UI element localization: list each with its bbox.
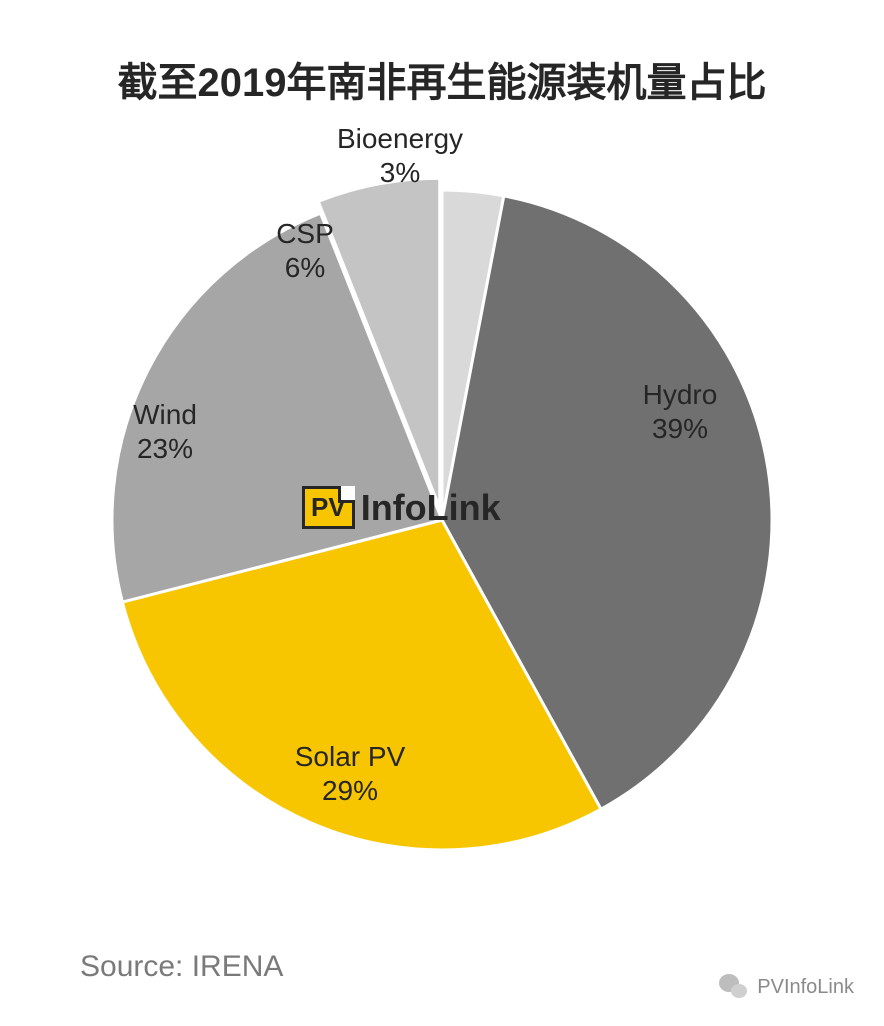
logo-text: InfoLink bbox=[361, 487, 501, 529]
source-text: Source: IRENA bbox=[80, 950, 283, 984]
logo-box: PV bbox=[302, 486, 355, 529]
wechat-icon bbox=[719, 972, 749, 1002]
logo-box-ear bbox=[338, 486, 355, 503]
chart-container: { "title": { "text": "截至2019年南非再生能源装机量占比… bbox=[0, 0, 884, 1026]
pv-infolink-logo: PV InfoLink bbox=[302, 486, 501, 529]
footer-text: PVInfoLink bbox=[757, 976, 854, 999]
footer-watermark: PVInfoLink bbox=[719, 972, 854, 1002]
